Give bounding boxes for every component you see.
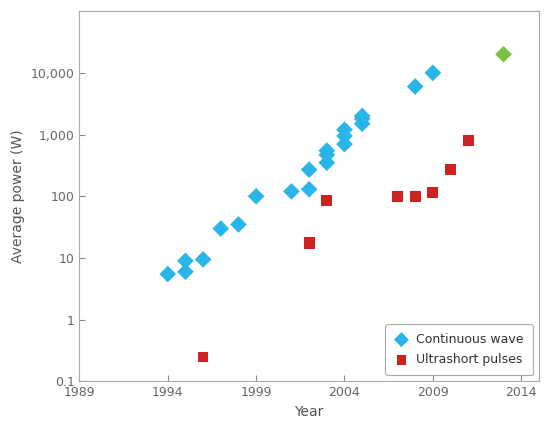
Continuous wave [358,120,366,127]
Continuous wave [411,83,420,90]
Continuous wave [358,113,366,120]
Continuous wave [322,147,331,154]
Continuous wave [216,225,225,232]
Continuous wave [428,69,437,76]
Continuous wave [322,151,331,158]
Point [499,51,508,58]
Continuous wave [305,166,314,173]
Ultrashort pulses [411,193,420,200]
Continuous wave [252,193,261,200]
Continuous wave [181,268,190,275]
Continuous wave [199,256,207,263]
Continuous wave [234,221,243,228]
Continuous wave [358,115,366,122]
Ultrashort pulses [446,166,455,173]
Ultrashort pulses [305,240,314,247]
Continuous wave [340,126,349,133]
Continuous wave [340,132,349,139]
Y-axis label: Average power (W): Average power (W) [11,129,25,263]
Ultrashort pulses [464,137,472,144]
Ultrashort pulses [393,193,402,200]
Continuous wave [181,258,190,264]
Legend: Continuous wave, Ultrashort pulses: Continuous wave, Ultrashort pulses [385,324,532,375]
Continuous wave [340,141,349,147]
Continuous wave [163,270,172,277]
Continuous wave [305,186,314,193]
Continuous wave [287,188,296,195]
Ultrashort pulses [199,353,207,360]
Continuous wave [322,159,331,166]
Ultrashort pulses [305,239,314,246]
Ultrashort pulses [322,197,331,204]
X-axis label: Year: Year [294,405,324,419]
Ultrashort pulses [428,189,437,196]
